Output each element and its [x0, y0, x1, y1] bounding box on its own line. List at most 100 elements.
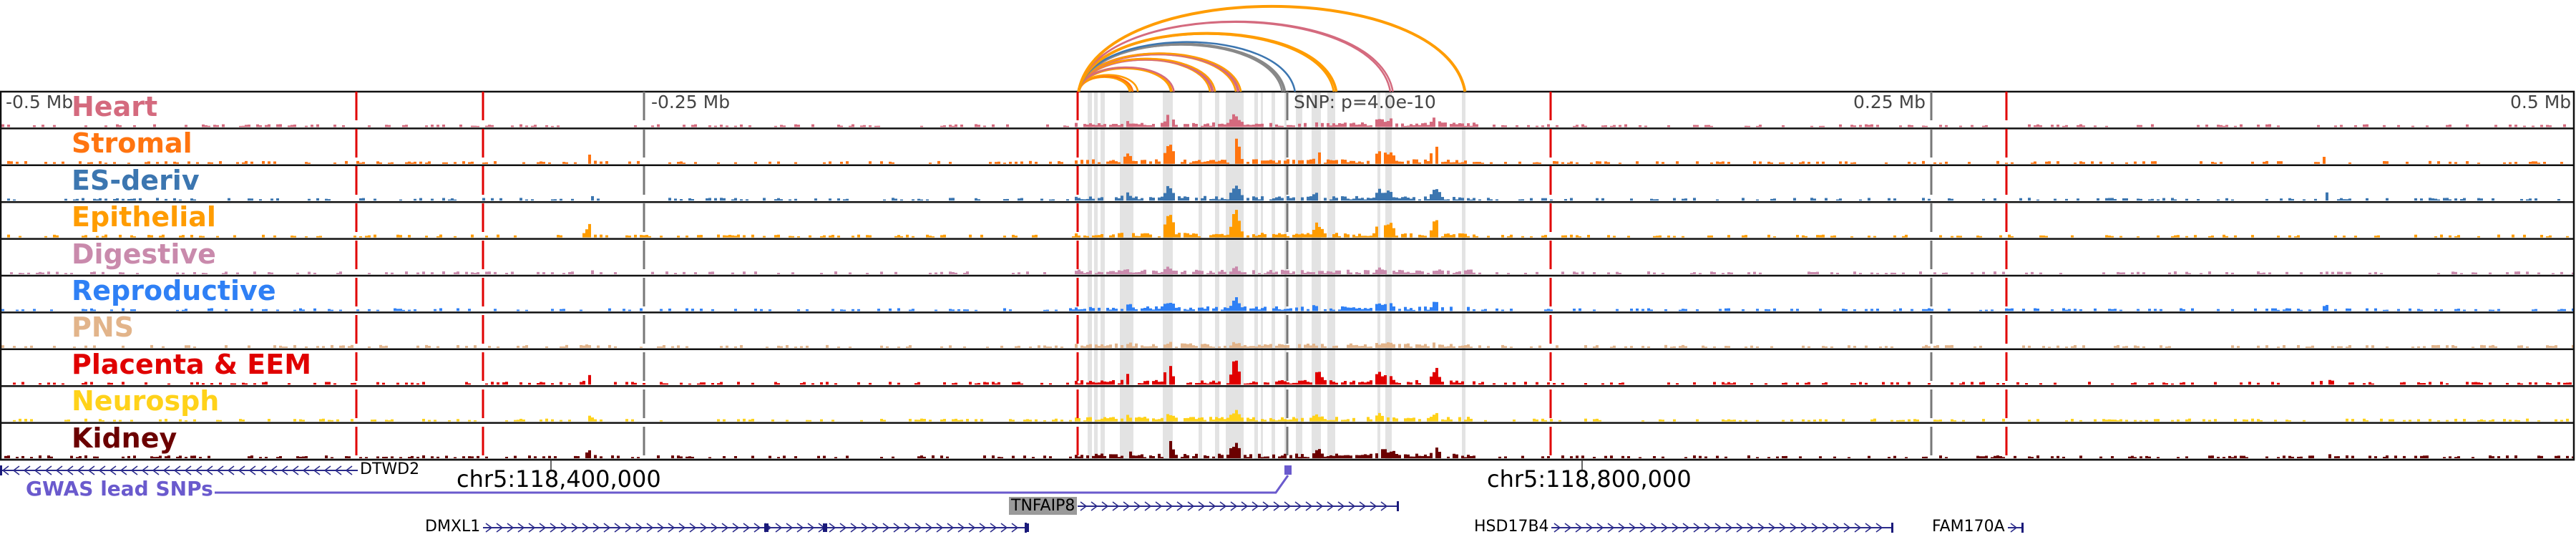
signal-bar [2429, 198, 2431, 201]
signal-bar [1181, 271, 1184, 274]
gene-model-hsd17b4[interactable] [1551, 523, 1893, 533]
signal-bar [680, 456, 683, 458]
signal-bar [2477, 163, 2480, 164]
signal-bar [1381, 343, 1384, 348]
signal-bar [416, 383, 419, 385]
signal-bar [2077, 125, 2079, 127]
signal-bar [416, 456, 419, 458]
gene-model-dmxl1[interactable] [483, 523, 1027, 533]
signal-bar [1275, 420, 1278, 422]
signal-bar [1390, 223, 1392, 238]
signal-bar [1370, 453, 1372, 458]
signal-bar [551, 272, 554, 274]
signal-bar [1238, 271, 1241, 274]
signal-bar [2537, 163, 2540, 164]
signal-bar [1810, 125, 1813, 127]
signal-bar [187, 345, 190, 348]
signal-bar [391, 456, 394, 458]
signal-bar [1249, 382, 1252, 385]
signal-bar [1289, 198, 1292, 201]
gene-label-dmxl1[interactable]: DMXL1 [425, 518, 481, 536]
signal-bar [580, 344, 582, 348]
signal-bar [62, 383, 64, 385]
signal-bar [316, 198, 319, 201]
signal-bar [1324, 198, 1327, 201]
signal-bar [1410, 456, 1413, 458]
signal-bar [806, 345, 809, 348]
signal-bar [1825, 346, 1828, 348]
gene-label-hsd17b4[interactable]: HSD17B4 [1474, 518, 1549, 536]
signal-bar [1593, 309, 1596, 311]
signal-bar [2397, 309, 2400, 311]
signal-bar [1121, 195, 1123, 201]
signal-bar [1350, 455, 1352, 458]
signal-bar [1347, 455, 1350, 458]
signal-bar [1069, 456, 1072, 458]
signal-bar [2140, 125, 2142, 127]
signal-bar [1229, 345, 1232, 348]
signal-bar [671, 455, 674, 458]
signal-bar [1029, 160, 1032, 164]
signal-bar [2171, 236, 2174, 238]
signal-bar [362, 162, 365, 164]
signal-bar [794, 198, 797, 201]
signal-bar [39, 271, 42, 274]
signal-bar [1284, 453, 1287, 458]
signal-bar [1378, 151, 1381, 164]
signal-bar [1278, 380, 1281, 385]
signal-bar [1850, 236, 1853, 238]
signal-bar [1802, 419, 1805, 422]
gene-label-fam170a[interactable]: FAM170A [1932, 518, 2005, 536]
signal-bar [1747, 455, 1750, 458]
signal-bar [2354, 125, 2357, 127]
signal-bar [2334, 125, 2337, 127]
signal-bar [1069, 420, 1072, 422]
signal-bar [2534, 382, 2537, 385]
signal-bar [2031, 271, 2034, 274]
signal-bar [2429, 382, 2431, 385]
signal-bar [777, 457, 780, 458]
signal-bar [777, 273, 780, 274]
signal-bar [663, 344, 665, 348]
signal-bar [279, 345, 282, 348]
signal-bar [1161, 457, 1163, 458]
signal-bar [2265, 345, 2268, 348]
strand-chevron-icon [560, 523, 568, 533]
signal-bar [1796, 309, 1799, 311]
gene-model-fam170a[interactable] [2008, 523, 2024, 533]
signal-bar [485, 162, 488, 164]
signal-bar [1072, 236, 1075, 238]
gene-label-dtwd2[interactable]: DTWD2 [360, 460, 420, 478]
signal-bar [1458, 382, 1461, 385]
signal-bar [30, 419, 33, 422]
signal-bar [1953, 420, 1956, 422]
gene-model-dtwd2[interactable] [0, 465, 358, 475]
signal-bar [1484, 309, 1487, 311]
signal-bar [2494, 125, 2497, 127]
signal-bar [2311, 345, 2314, 348]
signal-bar [308, 271, 311, 274]
signal-bar [1075, 233, 1078, 238]
signal-bar [24, 418, 27, 422]
signal-bar [1321, 377, 1324, 385]
signal-bar [1610, 455, 1613, 458]
signal-bar [1201, 125, 1204, 127]
signal-bar [1287, 195, 1289, 201]
signal-bar [1166, 146, 1169, 164]
gene-label-tnfaip8[interactable]: TNFAIP8 [1009, 497, 1078, 515]
signal-bar [1908, 382, 1911, 385]
signal-bar [1948, 309, 1951, 311]
signal-bar [2414, 455, 2417, 458]
signal-bar [1106, 345, 1109, 348]
signal-bar [591, 195, 594, 201]
signal-bar [454, 272, 457, 274]
signal-bar [1229, 448, 1232, 458]
gene-model-tnfaip8[interactable] [1078, 501, 1399, 511]
signal-bar [1312, 230, 1315, 238]
signal-bar [2483, 420, 2486, 422]
gwas-snp-marker[interactable] [1284, 465, 1292, 475]
signal-bar [1184, 196, 1186, 201]
signal-bar [1221, 160, 1224, 164]
signal-bar [342, 125, 345, 127]
strand-chevron-icon [12, 465, 20, 475]
